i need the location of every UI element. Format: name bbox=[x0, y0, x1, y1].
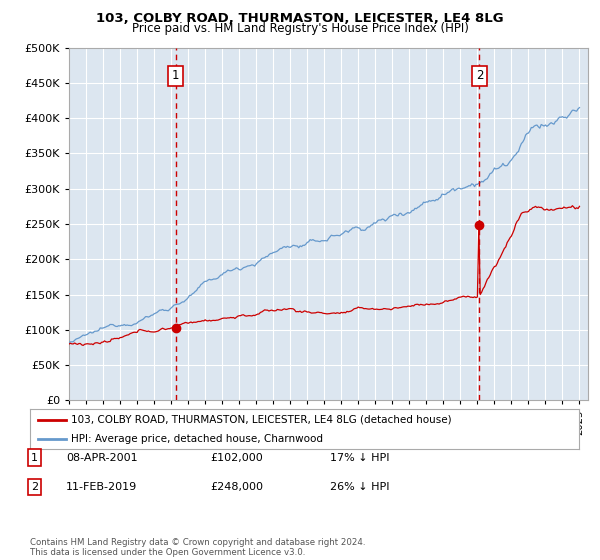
Text: 2: 2 bbox=[476, 69, 483, 82]
Text: 1: 1 bbox=[172, 69, 179, 82]
Text: 17% ↓ HPI: 17% ↓ HPI bbox=[330, 452, 389, 463]
Text: £102,000: £102,000 bbox=[210, 452, 263, 463]
Text: Price paid vs. HM Land Registry's House Price Index (HPI): Price paid vs. HM Land Registry's House … bbox=[131, 22, 469, 35]
Text: 1: 1 bbox=[31, 452, 38, 463]
Text: 2: 2 bbox=[31, 482, 38, 492]
Text: HPI: Average price, detached house, Charnwood: HPI: Average price, detached house, Char… bbox=[71, 434, 323, 444]
Text: Contains HM Land Registry data © Crown copyright and database right 2024.
This d: Contains HM Land Registry data © Crown c… bbox=[30, 538, 365, 557]
Text: £248,000: £248,000 bbox=[210, 482, 263, 492]
Text: 08-APR-2001: 08-APR-2001 bbox=[66, 452, 137, 463]
Text: 26% ↓ HPI: 26% ↓ HPI bbox=[330, 482, 389, 492]
Text: 103, COLBY ROAD, THURMASTON, LEICESTER, LE4 8LG (detached house): 103, COLBY ROAD, THURMASTON, LEICESTER, … bbox=[71, 415, 452, 424]
Text: 103, COLBY ROAD, THURMASTON, LEICESTER, LE4 8LG: 103, COLBY ROAD, THURMASTON, LEICESTER, … bbox=[96, 12, 504, 25]
Text: 11-FEB-2019: 11-FEB-2019 bbox=[66, 482, 137, 492]
